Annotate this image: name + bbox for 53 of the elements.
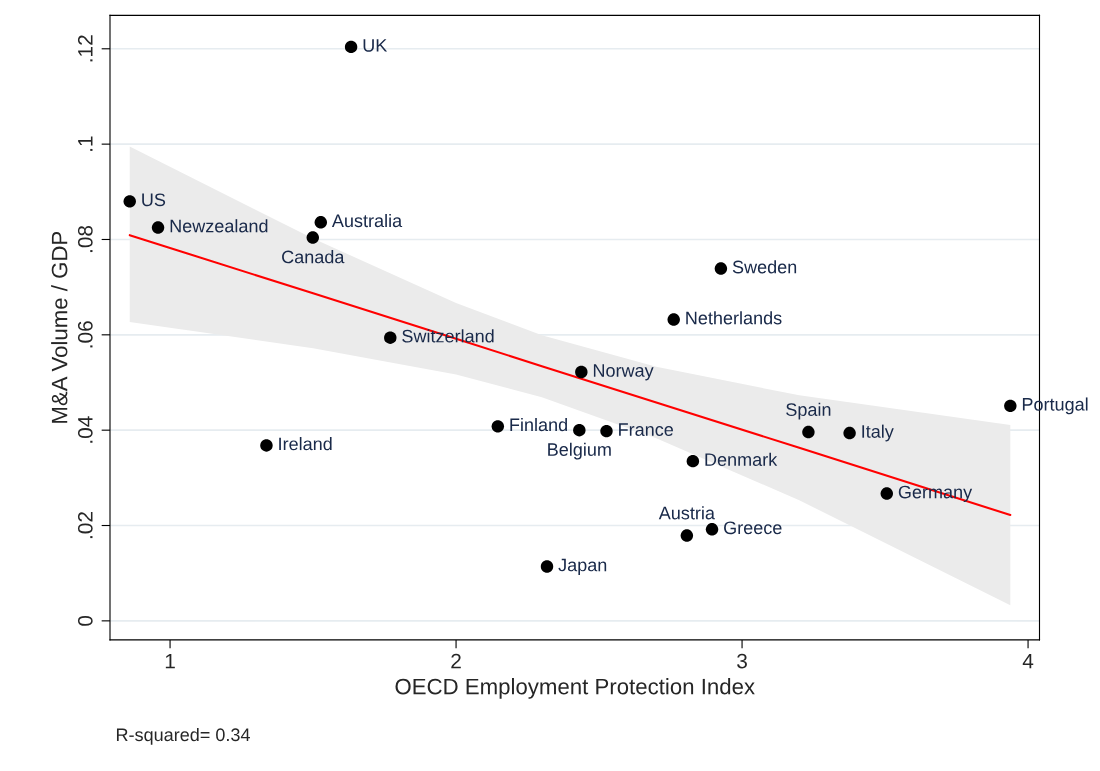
annotation: Newzealand: [170, 219, 268, 233]
y-tick-label: .02: [77, 512, 93, 539]
annotation: Greece: [724, 521, 782, 535]
point: [880, 487, 893, 500]
point: [344, 40, 358, 54]
point: [151, 221, 165, 234]
point: [600, 424, 613, 438]
y-axis-title: M&A Volume / GDP: [51, 231, 68, 423]
point: [540, 560, 554, 573]
x-axis-title: OECD Employment Protection Index: [395, 678, 755, 699]
point: [680, 529, 694, 542]
annotation: Australia: [331, 213, 403, 228]
point: [123, 195, 136, 208]
point: [575, 365, 588, 379]
x-tick-label: 4: [1022, 653, 1034, 669]
x-tick-label: 2: [451, 653, 461, 669]
point: [1004, 399, 1017, 413]
annotation: France: [619, 423, 673, 436]
point: [802, 425, 815, 439]
annotation: Canada: [282, 250, 345, 264]
annotation: Spain: [786, 402, 831, 420]
point: [384, 331, 397, 344]
annotation: Sweden: [732, 260, 797, 274]
x-tick-label: 3: [737, 653, 747, 669]
annotation: Belgium: [548, 442, 611, 460]
annotation: US: [142, 193, 166, 207]
x-tick-label: 1: [165, 653, 175, 669]
y-tick-label: .06: [77, 321, 93, 348]
y-tick-label: .1: [78, 136, 93, 151]
annotation: Ireland: [279, 437, 332, 451]
annotation: Austria: [658, 506, 715, 520]
annotation: Norway: [593, 364, 654, 381]
point: [260, 439, 273, 452]
point: [686, 454, 700, 468]
point: [491, 420, 505, 433]
point: [306, 231, 319, 244]
y-tick-label: 0: [77, 615, 93, 626]
annotation: Italy: [862, 424, 894, 442]
y-tick-label: .04: [77, 416, 93, 443]
annotation: UK: [363, 39, 388, 52]
y-tick-label: .08: [77, 225, 93, 253]
annotation: Denmark: [705, 452, 778, 466]
annotation: Netherlands: [686, 311, 782, 325]
point: [843, 426, 856, 440]
point: [705, 523, 719, 536]
point: [667, 313, 680, 326]
text: R-squared= 0.34: [116, 727, 250, 745]
point: [314, 216, 327, 229]
point: [714, 262, 728, 275]
annotation: Finland: [510, 417, 567, 432]
y-tick-label: .12: [77, 35, 93, 62]
point: [573, 423, 586, 437]
annotation: Japan: [558, 558, 607, 575]
